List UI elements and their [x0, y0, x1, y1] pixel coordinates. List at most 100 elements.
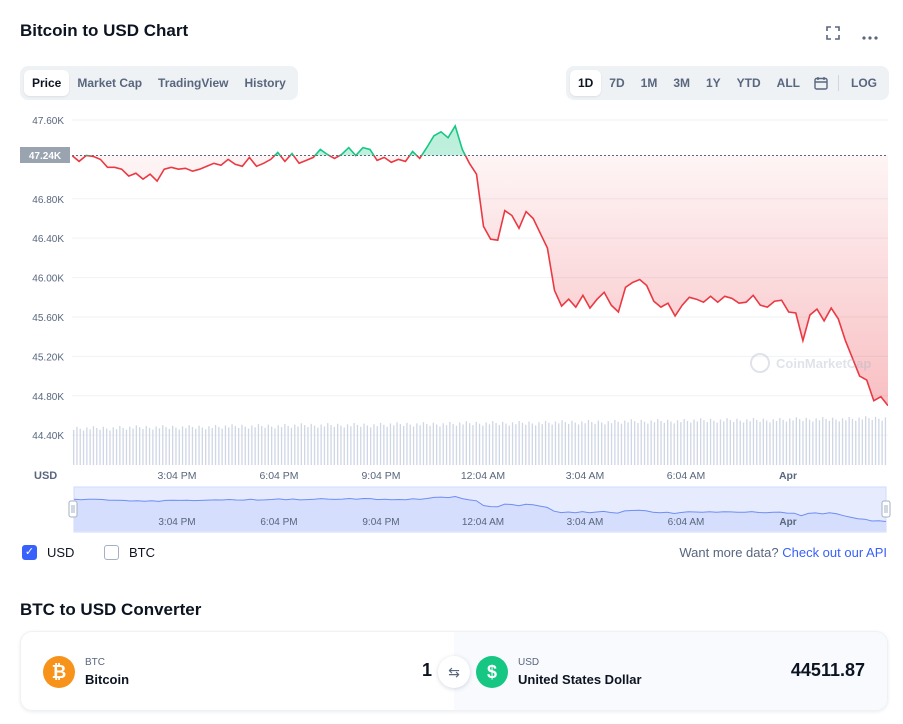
range-1y[interactable]: 1Y — [705, 76, 721, 90]
volume-bar — [92, 426, 95, 465]
volume-bar — [802, 420, 804, 465]
price-area-below-reference — [72, 155, 888, 406]
volume-bar — [333, 426, 335, 465]
volume-bar — [733, 421, 735, 465]
volume-bar — [195, 428, 197, 465]
volume-bar — [86, 427, 88, 465]
y-tick-label: 47.60K — [32, 116, 64, 127]
volume-bar — [812, 421, 814, 465]
swap-icon[interactable]: ⇆ — [438, 656, 470, 688]
volume-bar — [228, 427, 230, 465]
volume-bar — [535, 425, 537, 465]
volume-bar — [690, 422, 692, 465]
volume-bar — [135, 425, 137, 465]
watermark: CoinMarketCap — [750, 353, 871, 373]
legend-usd[interactable]: ✓ USD — [22, 545, 74, 560]
volume-bar — [502, 421, 504, 465]
price-chart[interactable]: 47.60K 46.80K 46.40K 46.00K 45.60K 45.20K 44.8… — [0, 105, 903, 537]
volume-bar — [607, 421, 609, 465]
range-1d[interactable]: 1D — [569, 70, 602, 96]
more-options-icon[interactable] — [859, 26, 881, 46]
tab-market-cap[interactable]: Market Cap — [77, 76, 143, 90]
checkbox-btc[interactable] — [104, 545, 119, 560]
volume-bar — [835, 419, 837, 465]
volume-bar — [241, 424, 243, 465]
volume-bar — [106, 428, 108, 465]
volume-bar — [267, 424, 269, 465]
volume-bar — [224, 425, 227, 465]
volume-bar — [244, 426, 246, 465]
volume-bar — [551, 424, 553, 465]
volume-bar — [775, 421, 778, 465]
volume-bar — [881, 420, 883, 465]
to-amount-input[interactable]: 44511.87 — [790, 660, 865, 680]
range-3m[interactable]: 3M — [673, 76, 690, 90]
volume-bar — [115, 429, 118, 465]
volume-bar — [637, 422, 639, 465]
volume-bar — [406, 422, 408, 465]
tab-price[interactable]: Price — [24, 70, 70, 96]
volume-bar — [346, 424, 349, 465]
converter-title: BTC to USD Converter — [20, 600, 202, 619]
y-tick-label: 46.80K — [32, 195, 64, 206]
volume-bar — [759, 421, 761, 465]
range-navigator[interactable]: 3:04 PM 6:04 PM 9:04 PM 12:04 AM 3:04 AM 6:04… — [68, 486, 891, 533]
volume-bar — [436, 424, 438, 465]
navigator-x-label: 9:04 PM — [362, 517, 399, 528]
from-amount-input[interactable]: 1 — [421, 660, 432, 680]
volume-bar — [789, 418, 791, 465]
volume-bar — [640, 419, 642, 465]
volume-bar — [703, 420, 705, 465]
volume-bar — [399, 424, 401, 465]
volume-bar — [445, 425, 448, 465]
calendar-icon[interactable] — [808, 70, 834, 96]
volume-bar — [851, 418, 854, 465]
y-tick-label: 46.40K — [32, 234, 64, 245]
navigator-right-handle[interactable] — [881, 500, 891, 518]
volume-bar — [571, 420, 573, 465]
volume-bar — [287, 425, 289, 465]
log-scale-toggle[interactable]: LOG — [851, 76, 877, 90]
api-promo: Want more data? Check out our API — [679, 545, 887, 560]
volume-bar — [488, 424, 491, 465]
volume-bar — [511, 422, 514, 465]
fullscreen-icon[interactable] — [822, 26, 844, 46]
volume-bar — [683, 419, 685, 465]
volume-bar — [647, 423, 649, 465]
volume-bar — [723, 421, 725, 465]
x-tick-label: 6:04 PM — [259, 470, 298, 482]
from-symbol: BTC — [85, 657, 105, 668]
volume-bar — [508, 425, 510, 465]
legend-btc[interactable]: BTC — [104, 545, 155, 560]
range-all[interactable]: ALL — [776, 76, 800, 90]
api-link[interactable]: Check out our API — [782, 545, 887, 560]
volume-bar — [673, 423, 675, 465]
volume-bar — [376, 426, 378, 465]
converter-from: ₿ BTC Bitcoin 1 — [21, 632, 454, 710]
volume-bar — [343, 427, 345, 465]
range-ytd[interactable]: YTD — [736, 76, 761, 90]
volume-bar — [122, 427, 124, 465]
range-1m[interactable]: 1M — [640, 76, 658, 90]
volume-bar — [521, 422, 524, 465]
volume-bar — [620, 423, 623, 465]
volume-bar — [353, 423, 355, 465]
range-7d[interactable]: 7D — [609, 76, 625, 90]
volume-bar — [667, 419, 669, 465]
volume-bar — [459, 422, 461, 465]
checkbox-usd[interactable]: ✓ — [22, 545, 37, 560]
dollar-icon: $ — [476, 656, 508, 688]
tab-history[interactable]: History — [244, 76, 286, 90]
y-tick-label: 44.80K — [32, 392, 64, 403]
volume-bar — [191, 426, 194, 465]
navigator-left-handle[interactable] — [68, 500, 78, 518]
volume-bar — [432, 422, 434, 465]
volume-bar — [884, 417, 887, 465]
volume-bar — [119, 426, 121, 465]
volume-bar — [155, 426, 157, 465]
volume-bar — [785, 421, 788, 465]
tab-tradingview[interactable]: TradingView — [158, 76, 229, 90]
volume-bar — [680, 422, 682, 465]
legend-btc-label: BTC — [129, 545, 155, 560]
x-tick-label: Apr — [779, 470, 797, 482]
